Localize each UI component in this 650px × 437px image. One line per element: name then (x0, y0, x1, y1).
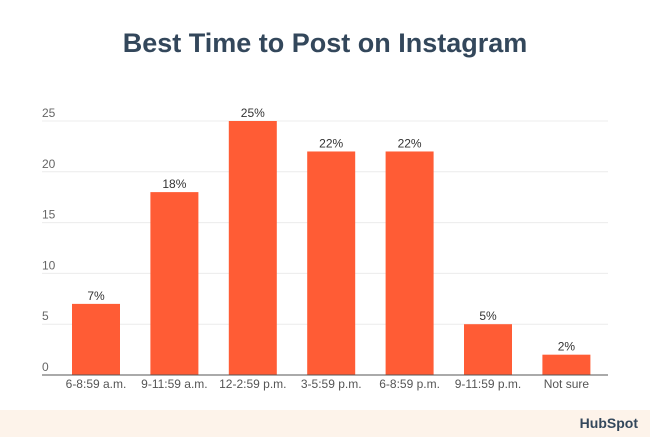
y-tick-label: 20 (42, 157, 56, 171)
bar (150, 192, 199, 375)
x-tick-label: 12-2:59 p.m. (219, 377, 286, 391)
y-tick-label: 5 (42, 309, 49, 323)
data-label: 2% (558, 340, 576, 354)
bar (228, 121, 277, 375)
bar (464, 324, 512, 375)
bar (542, 354, 591, 375)
data-label: 5% (479, 309, 497, 323)
x-tick-label: 6-8:59 p.m. (379, 377, 440, 391)
chart-title: Best Time to Post on Instagram (122, 28, 528, 58)
footer-band: HubSpot (0, 410, 650, 437)
y-tick-label: 10 (42, 258, 56, 272)
x-tick-label: 9-11:59 p.m. (455, 377, 521, 391)
x-tick-label: 6-8:59 a.m. (66, 377, 127, 391)
y-tick-label: 0 (42, 360, 49, 374)
bar-chart: 0 5 10 15 20 25 7% 6-8:59 a.m. 18% 9-11:59 a.m. 25… (42, 106, 608, 391)
data-label: 25% (241, 106, 265, 120)
data-label: 22% (398, 136, 422, 150)
x-tick-label: 3-5:59 p.m. (301, 377, 362, 391)
data-label: 18% (162, 177, 186, 191)
bar (307, 151, 356, 375)
y-tick-label: 15 (42, 208, 56, 222)
y-tick-label: 25 (42, 106, 56, 120)
hubspot-logo: HubSpot (579, 415, 638, 431)
bar (385, 151, 434, 375)
data-label: 7% (87, 289, 105, 303)
x-tick-label: 9-11:59 a.m. (141, 377, 207, 391)
x-tick-label: Not sure (544, 377, 590, 391)
data-label: 22% (319, 136, 343, 150)
bar (72, 303, 120, 375)
